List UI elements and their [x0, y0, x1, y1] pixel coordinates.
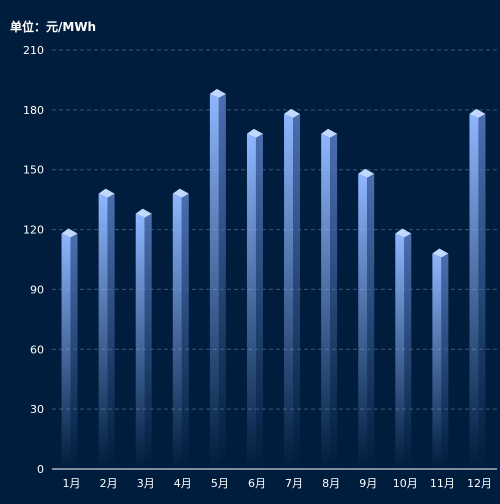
bar	[209, 88, 226, 470]
x-tick-label: 6月	[248, 477, 266, 490]
bar-front-face	[98, 193, 108, 469]
bar-top-face	[395, 228, 412, 238]
bar-top-face	[284, 108, 301, 118]
bar-front-face	[284, 113, 294, 469]
x-tick-label: 4月	[174, 477, 192, 490]
bar	[395, 228, 412, 469]
bar-front-face	[135, 213, 145, 469]
x-tick-label: 1月	[63, 477, 81, 490]
y-tick-label: 150	[23, 164, 44, 177]
x-tick-label: 7月	[285, 477, 303, 490]
bar	[358, 168, 375, 469]
y-tick-label: 120	[23, 224, 44, 237]
bar-side-face	[181, 193, 189, 469]
bar-top-face	[432, 248, 449, 258]
bar-side-face	[218, 93, 226, 470]
unit-label: 单位：元/MWh	[10, 19, 96, 34]
bar	[321, 128, 338, 470]
x-tick-label: 9月	[359, 477, 377, 490]
bar-top-face	[98, 188, 115, 198]
bar	[469, 108, 486, 469]
bar-side-face	[404, 233, 412, 469]
bar	[246, 128, 263, 470]
y-tick-label: 210	[23, 44, 44, 57]
bar-top-face	[321, 128, 338, 138]
bar-top-face	[358, 168, 375, 178]
bar-front-face	[246, 133, 256, 470]
bar-top-face	[61, 228, 78, 238]
bar-front-face	[432, 253, 442, 469]
y-tick-label: 0	[37, 463, 44, 476]
bar-side-face	[478, 113, 486, 469]
bar	[61, 228, 78, 469]
x-axis: 1月 2月 3月 4月 5月 6月 7月 8月 9月 10月 11月 12月	[52, 468, 497, 490]
x-tick-label: 11月	[430, 477, 455, 490]
x-tick-label: 3月	[137, 477, 155, 490]
x-tick-label: 5月	[211, 477, 229, 490]
bar	[135, 208, 152, 469]
bar-front-face	[469, 113, 479, 469]
bar-side-face	[107, 193, 115, 469]
y-tick-label: 90	[30, 283, 44, 296]
x-tick-label: 8月	[322, 477, 340, 490]
bar-side-face	[330, 133, 338, 470]
bar-front-face	[321, 133, 331, 470]
bar-top-face	[172, 188, 189, 198]
y-tick-label: 30	[30, 403, 44, 416]
bar	[432, 248, 449, 469]
grid-lines	[52, 49, 497, 410]
bar	[172, 188, 189, 469]
bar-front-face	[209, 93, 219, 470]
x-tick-label: 2月	[100, 477, 118, 490]
bar-top-face	[209, 88, 226, 98]
x-tick-label: 12月	[467, 477, 492, 490]
bar-top-face	[469, 108, 486, 118]
bar-top-face	[135, 208, 152, 218]
bar-top-face	[246, 128, 263, 138]
x-tick-label: 10月	[393, 477, 418, 490]
bars	[61, 88, 486, 470]
bar-side-face	[441, 253, 449, 469]
bar-side-face	[255, 133, 263, 470]
bar-front-face	[172, 193, 182, 469]
bar	[98, 188, 115, 469]
bar-side-face	[70, 233, 78, 469]
bar-front-face	[61, 233, 71, 469]
y-axis: 0 30 60 90 120 150 180 210	[23, 44, 44, 476]
bar-side-face	[367, 173, 375, 469]
bar-side-face	[293, 113, 301, 469]
bar	[284, 108, 301, 469]
y-tick-label: 180	[23, 104, 44, 117]
bar-side-face	[144, 213, 152, 469]
bar-front-face	[395, 233, 405, 469]
y-tick-label: 60	[30, 343, 44, 356]
bar-front-face	[358, 173, 368, 469]
